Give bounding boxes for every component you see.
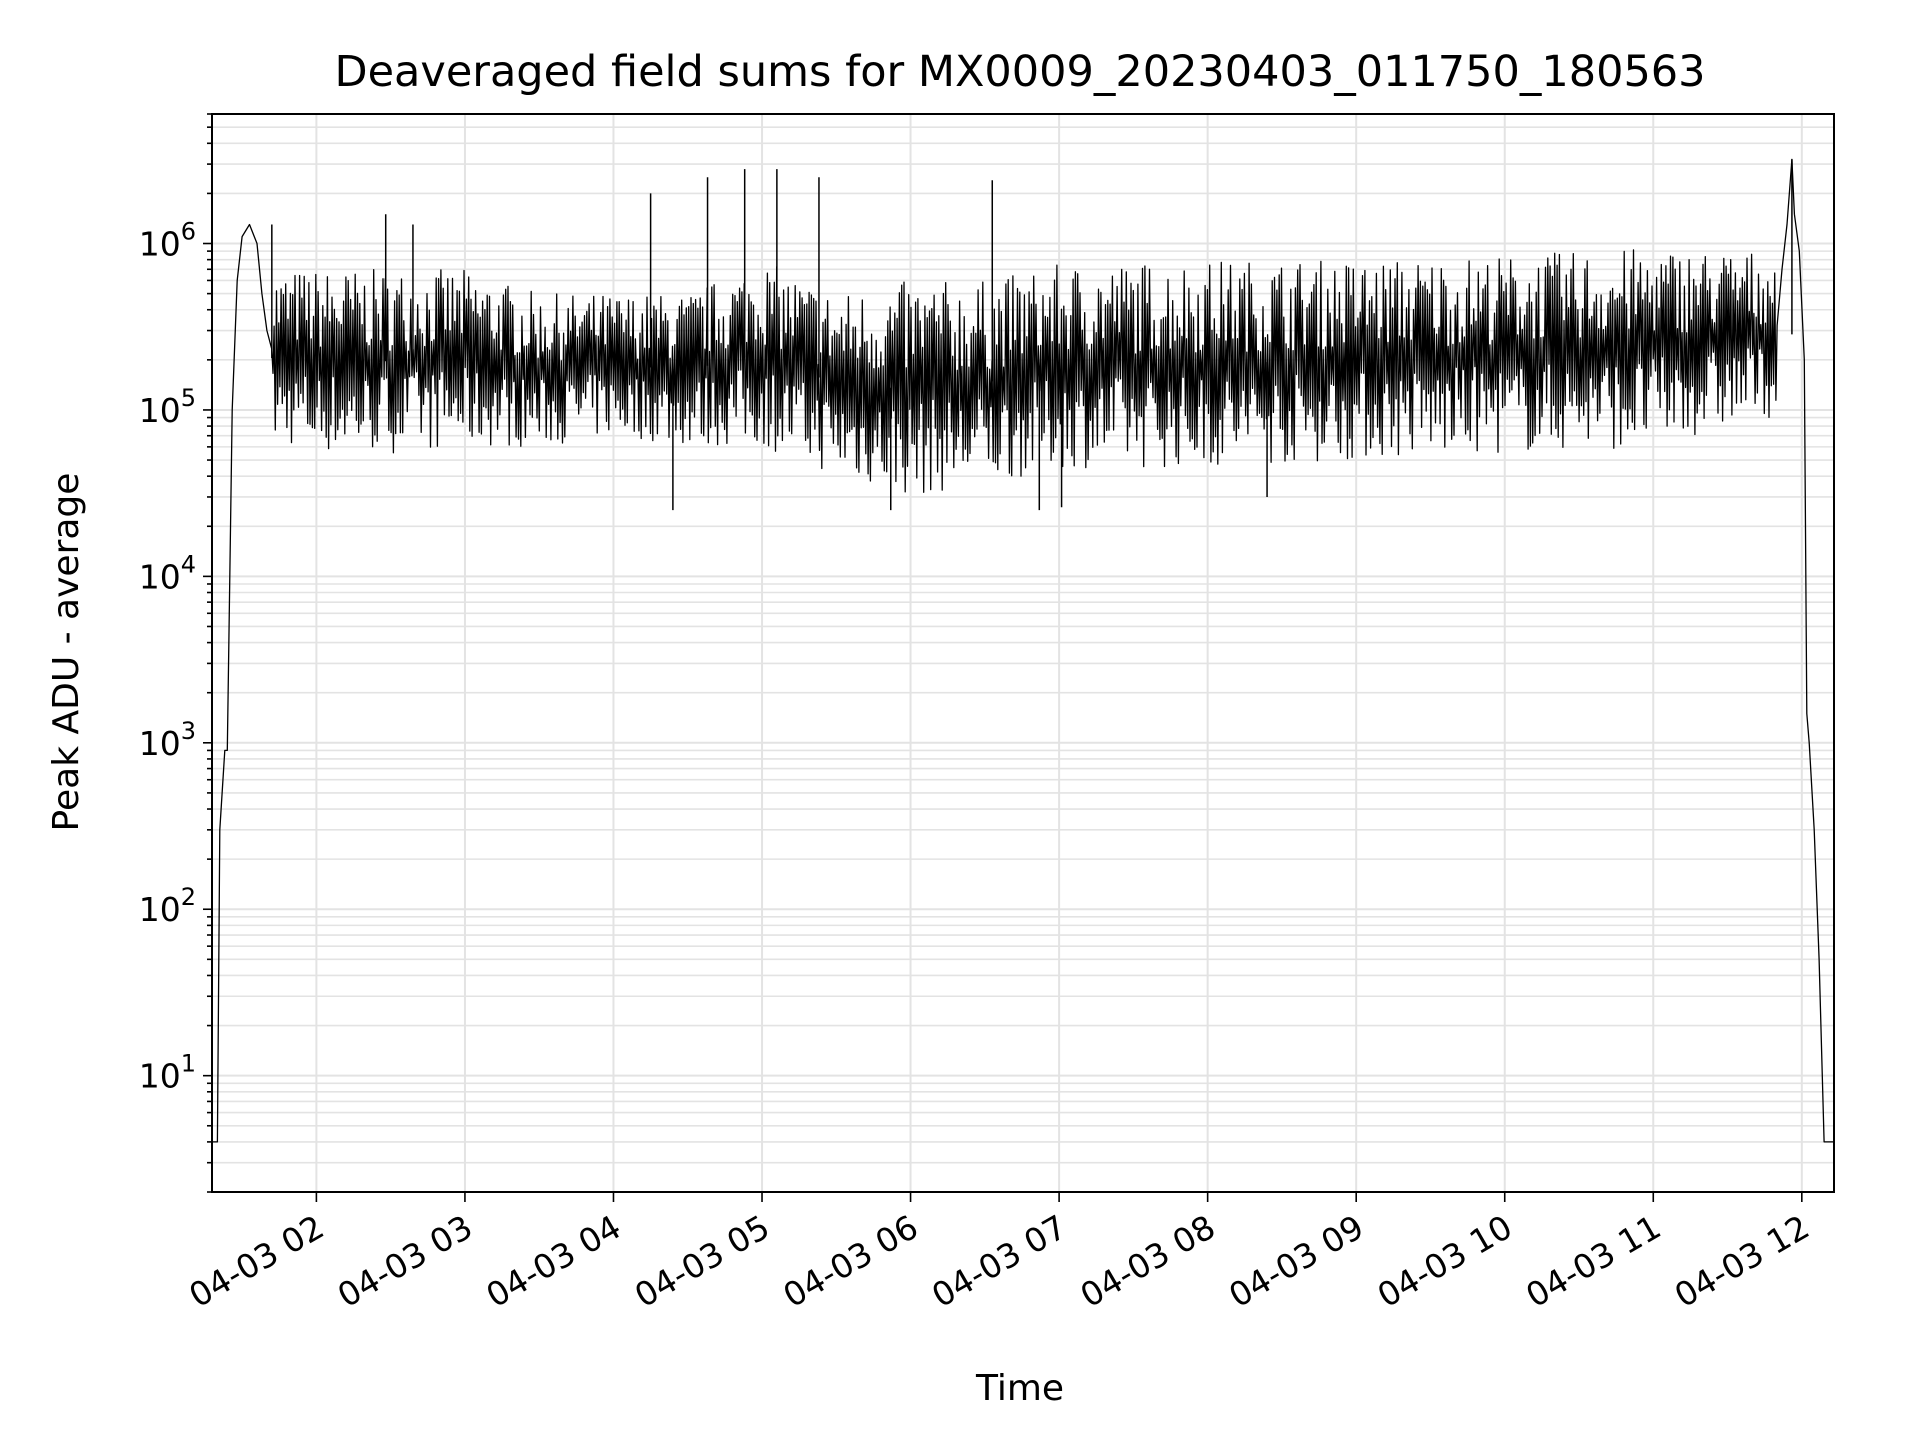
- y-tick-label-base: 10: [139, 724, 181, 763]
- y-tick-label: 103: [139, 717, 196, 763]
- y-tick-label-base: 10: [139, 557, 181, 596]
- x-tick-label: 04-03 05: [628, 1207, 776, 1315]
- x-tick-label: 04-03 10: [1371, 1207, 1519, 1315]
- y-tick-label-exponent: 3: [181, 717, 196, 745]
- y-tick-label: 106: [139, 218, 196, 264]
- y-tick-label-exponent: 2: [181, 883, 196, 911]
- y-tick-label-base: 10: [139, 391, 181, 430]
- y-tick-label-exponent: 6: [181, 218, 196, 246]
- y-tick-label-exponent: 4: [181, 550, 196, 578]
- x-tick-label: 04-03 08: [1074, 1207, 1222, 1315]
- y-tick-label: 105: [139, 384, 196, 430]
- grid: [212, 113, 1834, 1193]
- y-tick-label: 101: [139, 1050, 196, 1096]
- y-tick-label: 102: [139, 883, 196, 929]
- x-tick-label: 04-03 03: [331, 1207, 479, 1315]
- x-tick-label: 04-03 11: [1519, 1207, 1667, 1315]
- y-tick-label-exponent: 1: [181, 1050, 196, 1078]
- x-tick-label: 04-03 09: [1222, 1207, 1370, 1315]
- series-line: [212, 158, 1834, 1143]
- y-tick-label-base: 10: [139, 225, 181, 264]
- y-tick-label: 104: [139, 550, 196, 596]
- y-tick-label-exponent: 5: [181, 384, 196, 412]
- x-axis-label: Time: [975, 1368, 1064, 1409]
- x-tick-label: 04-03 06: [777, 1207, 925, 1315]
- y-tick-label-base: 10: [139, 1057, 181, 1096]
- x-tick-label: 04-03 04: [479, 1207, 627, 1315]
- y-axis-label: Peak ADU - average: [46, 473, 87, 832]
- x-tick-label: 04-03 02: [182, 1207, 330, 1315]
- y-tick-label-base: 10: [139, 890, 181, 929]
- x-tick-label: 04-03 12: [1668, 1207, 1816, 1315]
- plot-frame: [211, 113, 1835, 1193]
- chart-title: Deaveraged field sums for MX0009_2023040…: [334, 47, 1705, 97]
- series-path: [212, 158, 1834, 1143]
- x-tick-label: 04-03 07: [925, 1207, 1073, 1315]
